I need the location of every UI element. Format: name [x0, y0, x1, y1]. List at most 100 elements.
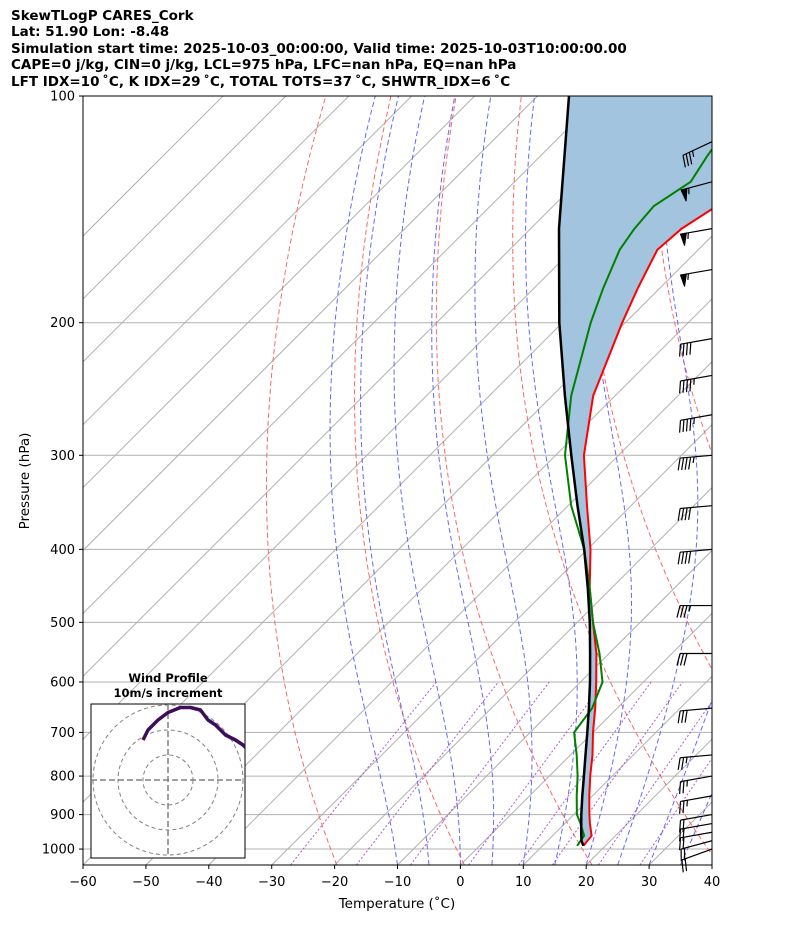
- station-location: Lat: 51.90 Lon: -8.48: [11, 24, 170, 41]
- wind-barb: [677, 707, 713, 724]
- isotherm-line: [83, 96, 475, 489]
- y-tick-label: 700: [50, 726, 75, 741]
- barb-flag: [679, 232, 687, 246]
- barb-feather: [679, 344, 682, 357]
- barb-feather: [688, 551, 692, 564]
- barb-feather: [679, 605, 685, 618]
- isotherm-line: [83, 96, 350, 363]
- barb-feather: [685, 342, 688, 356]
- axis-ticks: −60 −50 −40 −30 −20 −10 0 10 20 30 40 1000 900 800 700…: [42, 90, 720, 891]
- wind-barb: [676, 604, 712, 618]
- wind-barb: [676, 652, 712, 666]
- profile-lines: [557, 96, 712, 847]
- barb-feather: [682, 780, 685, 794]
- isotherm-line: [334, 486, 712, 865]
- y-tick-label: 400: [50, 543, 75, 558]
- barb-staff: [680, 414, 713, 421]
- isotherm-line: [83, 96, 287, 300]
- barb-staff: [680, 338, 713, 345]
- dewpoint-line: [563, 147, 712, 847]
- moist-adiabat: [585, 96, 632, 865]
- barb-feather: [681, 757, 685, 770]
- barb-feather: [682, 419, 685, 433]
- wind-barb: [679, 268, 713, 287]
- isotherm-line: [271, 423, 712, 865]
- dry-adiabat: [435, 96, 593, 865]
- barb-feather: [685, 419, 688, 432]
- wind-barb: [677, 548, 713, 565]
- y-tick-label: 600: [50, 675, 75, 690]
- barb-feather: [684, 551, 688, 564]
- convective-indices: CAPE=0 j/kg, CIN=0 j/kg, LCL=975 hPa, LF…: [11, 57, 517, 74]
- mixing-ratio-line: [518, 681, 652, 865]
- isotherm-line: [397, 549, 712, 865]
- x-tick-label: 30: [641, 875, 658, 890]
- barb-staff: [680, 454, 713, 459]
- barb-feather: [685, 153, 690, 167]
- isotherm-line: [775, 96, 794, 865]
- barb-half-feather: [688, 605, 692, 612]
- y-tick-label: 900: [50, 808, 75, 823]
- barb-feather: [681, 457, 685, 471]
- y-tick-label: 100: [50, 90, 75, 105]
- barb-feather: [676, 653, 681, 666]
- barb-feather: [688, 152, 693, 165]
- barb-staff: [680, 374, 713, 382]
- barb-feather: [679, 781, 682, 795]
- barb-feather: [681, 710, 685, 723]
- isotherm-line: [208, 361, 712, 865]
- cin-shaded-area: [559, 96, 712, 846]
- wind-barb: [677, 754, 713, 771]
- hodograph-plot: [91, 704, 245, 858]
- barb-staff: [680, 822, 713, 830]
- y-tick-label: 1000: [42, 843, 75, 858]
- wind-barbs: [676, 141, 713, 873]
- barb-feather: [677, 508, 681, 521]
- hodograph-title: Wind Profile: [128, 671, 208, 685]
- barb-feather: [689, 379, 692, 392]
- isotherm-line: [83, 96, 664, 678]
- barb-feather: [679, 829, 682, 842]
- x-tick-label: −40: [195, 875, 222, 890]
- hodograph-subtitle: 10m/s increment: [114, 686, 223, 700]
- barb-feather: [684, 507, 688, 521]
- barb-staff: [680, 548, 713, 553]
- barb-feather: [677, 757, 681, 771]
- mixing-ratio-line: [551, 681, 684, 865]
- barb-staff: [680, 840, 713, 850]
- barb-feather: [683, 605, 688, 618]
- dry-adiabat: [583, 96, 712, 671]
- barb-feather: [676, 605, 681, 618]
- barb-feather: [688, 457, 692, 470]
- barb-feather: [689, 418, 692, 431]
- barb-feather: [682, 819, 685, 832]
- mixing-ratio-line: [409, 681, 550, 865]
- barb-feather: [679, 420, 682, 433]
- dry-adiabat: [717, 96, 794, 865]
- barb-feather: [682, 837, 685, 850]
- wind-barb: [677, 505, 713, 521]
- moist-adiabat: [393, 96, 461, 865]
- wind-barb: [677, 454, 713, 471]
- wind-barb: [680, 840, 713, 862]
- barb-feather: [682, 800, 685, 814]
- x-tick-label: 10: [515, 875, 532, 890]
- barb-staff: [681, 848, 713, 861]
- barb-feather: [677, 552, 681, 565]
- wind-barb: [679, 374, 713, 394]
- barb-staff: [682, 141, 713, 156]
- dry-adiabat: [265, 96, 338, 865]
- mixing-ratio-line: [597, 700, 712, 865]
- x-tick-label: 0: [456, 875, 464, 890]
- x-axis-label: Temperature (˚C): [338, 895, 456, 912]
- mixing-ratio-line: [290, 681, 437, 865]
- chart-title-block: SkewTLogP CARES_Cork Lat: 51.90 Lon: -8.…: [11, 8, 627, 90]
- barb-feather: [681, 508, 685, 521]
- isotherm-line: [83, 96, 413, 426]
- dry-adiabat: [353, 96, 465, 865]
- moist-adiabat: [680, 791, 712, 865]
- stability-indices: LFT IDX=10 ˚C, K IDX=29 ˚C, TOTAL TOTS=3…: [11, 73, 511, 90]
- wind-barb: [679, 822, 713, 842]
- y-axis-label: Pressure (hPa): [17, 433, 33, 530]
